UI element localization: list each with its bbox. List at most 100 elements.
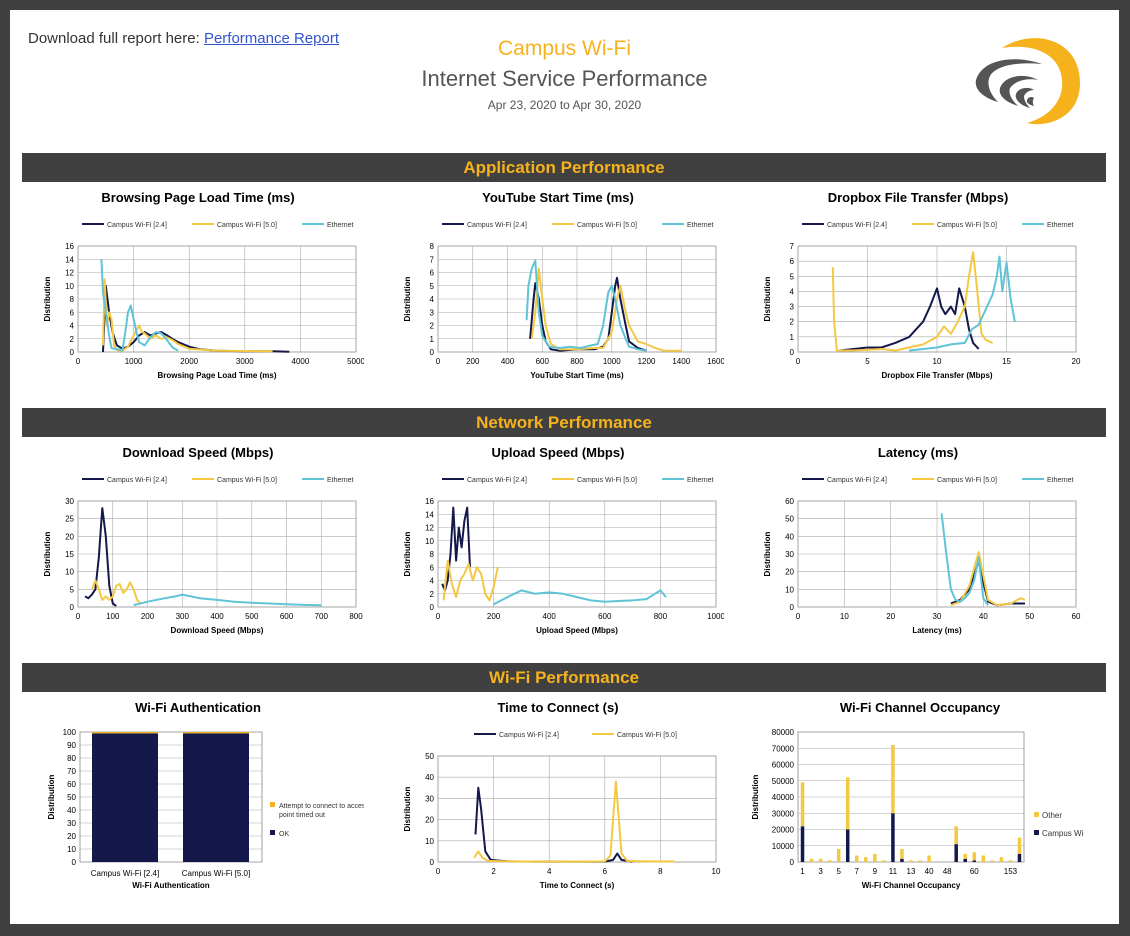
y-tick-label: 60 [67, 780, 76, 789]
y-tick-label: 1 [430, 335, 435, 344]
x-tick-label: 400 [543, 612, 557, 621]
legend-entry: Ethernet [327, 222, 354, 229]
y-tick-label: 16 [425, 497, 434, 506]
legend-entry: Campus Wi-Fi [5.0] [577, 477, 637, 484]
y-tick-label: 7 [430, 255, 435, 264]
y-axis-label: Distribution [47, 774, 56, 819]
x-tick-label: 20 [886, 612, 895, 621]
x-tick-label: 10 [840, 612, 849, 621]
section-network-performance: Network Performance [22, 408, 1106, 437]
y-axis-label: Distribution [751, 774, 760, 819]
y-tick-label: 50 [425, 752, 434, 761]
y-tick-label: 6 [430, 269, 435, 278]
x-axis-label: Wi-Fi Authentication [132, 881, 210, 890]
x-tick-label: Campus Wi-Fi [5.0] [182, 869, 250, 878]
y-tick-label: 0 [430, 603, 435, 612]
y-tick-label: 40000 [772, 793, 795, 802]
series-line [950, 551, 1026, 607]
y-tick-label: 70000 [772, 744, 795, 753]
y-tick-label: 15 [65, 550, 74, 559]
x-tick-label: 1200 [638, 357, 656, 366]
bar-segment [891, 745, 895, 814]
bar-segment [990, 860, 995, 862]
chart-title: Time to Connect (s) [497, 700, 618, 715]
y-tick-label: 50 [785, 515, 794, 524]
bar-segment [972, 860, 977, 862]
browsing-page-load-chart: Browsing Page Load Time (ms) Campus Wi-Fi… [24, 188, 365, 408]
x-tick-label: 600 [598, 612, 612, 621]
bar-segment [900, 849, 904, 859]
y-tick-label: 10 [65, 568, 74, 577]
bar-segment [981, 855, 986, 862]
legend-entry: Ethernet [687, 477, 714, 484]
y-tick-label: 7 [790, 242, 795, 251]
legend-entry: Other [1042, 811, 1062, 820]
legend-entry: Campus Wi-Fi [2.4] [467, 477, 527, 484]
bar-segment [827, 860, 832, 862]
chart-title: Upload Speed (Mbps) [492, 445, 625, 460]
y-tick-label: 4 [790, 287, 795, 296]
x-tick-label: 40 [979, 612, 988, 621]
bar-segment [809, 858, 814, 862]
legend-entry: Campus Wi-Fi [2.4] [499, 732, 559, 739]
y-tick-label: 80 [67, 754, 76, 763]
chart-title: Browsing Page Load Time (ms) [101, 190, 294, 205]
y-tick-label: 0 [430, 858, 435, 867]
y-tick-label: 5 [790, 272, 795, 281]
legend-entry: Campus Wi-Fi [5.0] [217, 222, 277, 229]
x-tick-label: 5 [865, 357, 870, 366]
y-tick-label: 2 [430, 322, 435, 331]
legend-entry: Campus Wi-Fi [1042, 829, 1084, 838]
bar-segment [873, 853, 877, 862]
bar-segment [1008, 860, 1013, 862]
x-tick-label: 0 [76, 357, 81, 366]
bar-segment [92, 733, 158, 862]
y-axis-label: Distribution [403, 276, 412, 321]
bar-segment [909, 860, 913, 862]
occupancy-chart-svg: Wi-Fi Channel Occupancy 0 10000 20000 30000 4… [751, 700, 1093, 890]
y-tick-label: 40 [67, 806, 76, 815]
y-tick-label: 90 [67, 741, 76, 750]
x-tick-label: 10 [712, 867, 721, 876]
y-tick-label: 60000 [772, 761, 795, 770]
y-tick-label: 14 [65, 255, 74, 264]
report-title: Campus Wi-Fi [497, 37, 631, 60]
y-tick-label: 0 [70, 603, 75, 612]
series-line [525, 259, 647, 352]
chart-title: Dropbox File Transfer (Mbps) [828, 190, 1009, 205]
x-tick-label: 1 [800, 867, 805, 876]
legend-entry: Campus Wi-Fi [5.0] [937, 477, 997, 484]
legend-entry: Campus Wi-Fi [2.4] [827, 477, 887, 484]
legend-swatch [1034, 830, 1039, 835]
y-tick-label: 0 [790, 603, 795, 612]
browsing-chart-svg: Browsing Page Load Time (ms) Campus Wi-Fi… [43, 190, 365, 380]
x-tick-label: 500 [245, 612, 259, 621]
x-axis-label: Browsing Page Load Time (ms) [158, 371, 277, 380]
x-axis-label: Latency (ms) [912, 626, 962, 635]
y-tick-label: 40 [425, 773, 434, 782]
x-tick-label: 700 [315, 612, 329, 621]
x-tick-label: 5000 [347, 357, 364, 366]
y-tick-label: 2 [70, 335, 75, 344]
y-tick-label: 0 [72, 858, 77, 867]
series-line [102, 278, 273, 353]
x-tick-label: 2000 [180, 357, 198, 366]
x-tick-label: 300 [176, 612, 190, 621]
bar-segment [963, 858, 967, 862]
y-tick-label: 30 [67, 819, 76, 828]
upload-chart-svg: Upload Speed (Mbps) Campus Wi-Fi [2.4] Cam… [403, 445, 725, 635]
legend-entry: point timed out [279, 812, 325, 819]
legend-entry: Ethernet [687, 222, 714, 229]
series-line [442, 559, 499, 602]
performance-report-link[interactable]: Performance Report [203, 30, 339, 47]
x-tick-label: 0 [796, 357, 801, 366]
x-tick-label: 2 [491, 867, 496, 876]
y-tick-label: 20 [785, 568, 794, 577]
legend-entry: Attempt to connect to access [279, 803, 364, 810]
chart-title: Download Speed (Mbps) [123, 445, 274, 460]
x-tick-label: 200 [487, 612, 501, 621]
bar-segment [183, 732, 249, 734]
dropbox-file-transfer-chart: Dropbox File Transfer (Mbps) Campus Wi-Fi… [744, 188, 1084, 408]
x-tick-label: 200 [466, 357, 480, 366]
x-tick-label: 800 [349, 612, 363, 621]
